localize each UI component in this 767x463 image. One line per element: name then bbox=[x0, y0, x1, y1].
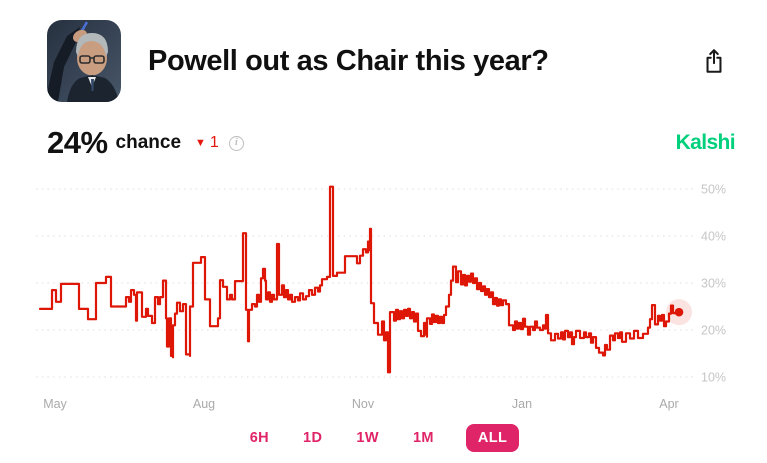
change-indicator: ▼ 1 bbox=[195, 135, 219, 151]
timeframe-button-all[interactable]: ALL bbox=[465, 424, 520, 452]
stats-row: 24% chance ▼ 1 i bbox=[47, 124, 244, 162]
y-axis-tick-label: 50% bbox=[701, 183, 726, 197]
share-icon bbox=[706, 49, 722, 73]
chance-value: 24% bbox=[47, 125, 108, 160]
timeframe-button-1w[interactable]: 1W bbox=[354, 424, 381, 452]
market-title: Powell out as Chair this year? bbox=[148, 44, 549, 77]
timeframe-button-1m[interactable]: 1M bbox=[411, 424, 436, 452]
x-axis-tick-label: Apr bbox=[659, 397, 678, 411]
kalshi-logo[interactable]: Kalshi bbox=[675, 131, 736, 154]
x-axis-tick-label: Jan bbox=[512, 397, 532, 411]
change-value: 1 bbox=[209, 134, 219, 151]
timeframe-button-6h[interactable]: 6H bbox=[248, 424, 271, 452]
header: Powell out as Chair this year? bbox=[47, 19, 731, 103]
share-button[interactable] bbox=[697, 44, 731, 78]
info-icon[interactable]: i bbox=[228, 135, 244, 151]
y-axis-tick-label: 40% bbox=[701, 230, 726, 244]
x-axis-tick-label: May bbox=[43, 397, 67, 411]
y-axis-tick-label: 20% bbox=[701, 324, 726, 338]
y-axis-tick-label: 10% bbox=[701, 371, 726, 385]
chance-label: chance bbox=[115, 132, 182, 153]
price-line bbox=[38, 185, 681, 374]
powell-avatar-image bbox=[47, 20, 121, 102]
y-axis-tick-label: 30% bbox=[701, 277, 726, 291]
current-price-dot bbox=[674, 307, 684, 317]
price-history-chart[interactable]: 50% 40% 30% 20% 10% May Aug Nov Jan Apr bbox=[0, 170, 767, 418]
timeframe-selector: 6H 1D 1W 1M ALL bbox=[0, 424, 767, 452]
x-axis-tick-label: Aug bbox=[193, 397, 215, 411]
triangle-down-icon: ▼ bbox=[195, 136, 206, 149]
powell-avatar-illustration bbox=[47, 20, 121, 102]
timeframe-button-1d[interactable]: 1D bbox=[301, 424, 324, 452]
x-axis-tick-label: Nov bbox=[352, 397, 375, 411]
